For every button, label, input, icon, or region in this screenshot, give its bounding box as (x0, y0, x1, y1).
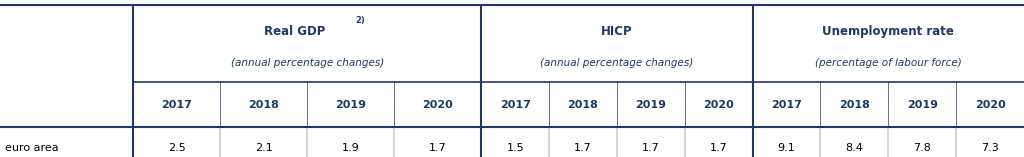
Text: 7.8: 7.8 (913, 143, 931, 153)
Text: 2.1: 2.1 (255, 143, 272, 153)
Text: 2017: 2017 (161, 100, 193, 110)
Text: (percentage of labour force): (percentage of labour force) (815, 58, 962, 68)
Text: 2019: 2019 (635, 100, 667, 110)
Text: Unemployment rate: Unemployment rate (822, 25, 954, 38)
Text: 1.7: 1.7 (429, 143, 446, 153)
Text: 2.5: 2.5 (168, 143, 185, 153)
Text: 1.5: 1.5 (507, 143, 524, 153)
Text: 2020: 2020 (975, 100, 1006, 110)
Text: 2019: 2019 (335, 100, 367, 110)
Text: 2020: 2020 (422, 100, 454, 110)
Text: 9.1: 9.1 (777, 143, 796, 153)
Text: 8.4: 8.4 (846, 143, 863, 153)
Text: 2018: 2018 (839, 100, 869, 110)
Text: (annual percentage changes): (annual percentage changes) (541, 58, 693, 68)
Text: 1.9: 1.9 (342, 143, 359, 153)
Text: 1.7: 1.7 (574, 143, 592, 153)
Text: 2019: 2019 (906, 100, 938, 110)
Text: 2018: 2018 (567, 100, 598, 110)
Text: 2018: 2018 (248, 100, 280, 110)
Text: 7.3: 7.3 (981, 143, 999, 153)
Text: 2017: 2017 (771, 100, 802, 110)
Text: HICP: HICP (601, 25, 633, 38)
Text: 1.7: 1.7 (710, 143, 728, 153)
Text: 1.7: 1.7 (642, 143, 659, 153)
Text: 2): 2) (355, 16, 366, 25)
Text: 2017: 2017 (500, 100, 530, 110)
Text: Real GDP: Real GDP (264, 25, 326, 38)
Text: (annual percentage changes): (annual percentage changes) (230, 58, 384, 68)
Text: euro area: euro area (5, 143, 58, 153)
Text: 2020: 2020 (703, 100, 734, 110)
